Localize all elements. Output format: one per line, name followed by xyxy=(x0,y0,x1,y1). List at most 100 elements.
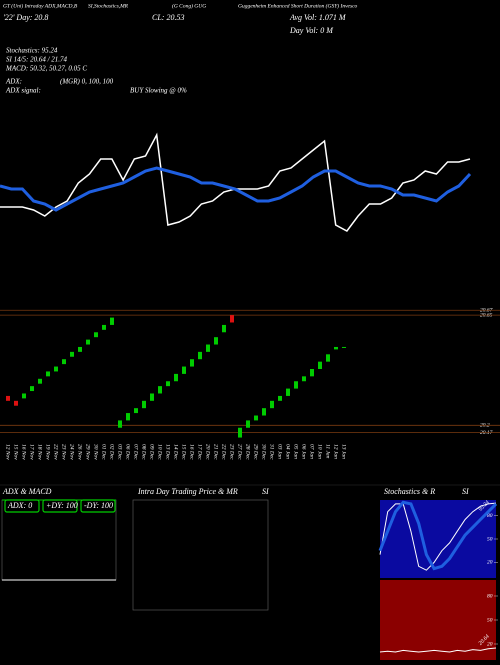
panel-background xyxy=(380,580,496,660)
candle-body xyxy=(230,315,234,323)
header-day: '22' Day: 20.8 xyxy=(3,13,48,22)
series-line xyxy=(379,647,497,653)
candle-body xyxy=(86,339,90,345)
x-tick-label: 17 Nov xyxy=(29,444,35,460)
candle-body xyxy=(310,369,314,377)
candle-body xyxy=(6,395,10,401)
x-tick-label: 03 Dec xyxy=(117,444,123,460)
x-tick-label: 23 Nov xyxy=(61,444,67,460)
panel-label: -DY: 100 xyxy=(84,501,113,510)
x-tick-label: 06 Jan xyxy=(301,444,307,459)
candle-body xyxy=(70,351,74,357)
panel-title: SI xyxy=(262,487,269,496)
x-tick-label: 14 Dec xyxy=(173,444,180,460)
header-line: (G Cong) GUG xyxy=(172,2,206,9)
x-tick-label: 29 Dec xyxy=(253,444,259,460)
x-tick-label: 16 Nov xyxy=(21,444,27,460)
series-line xyxy=(379,502,497,571)
header-line: Guggenheim Enhanced Short Duration (GSY)… xyxy=(238,2,358,9)
candle-body xyxy=(318,361,322,369)
candle-body xyxy=(22,393,26,399)
x-tick-label: 04 Jan xyxy=(285,444,292,459)
x-tick-label: 26 Nov xyxy=(77,444,83,460)
candle-body xyxy=(126,413,130,421)
panel-title: ADX & MACD xyxy=(2,487,52,496)
panel-label: +DY: 100 xyxy=(46,501,78,510)
y-tick-label: 20 xyxy=(487,641,493,647)
x-tick-label: 13 Jan xyxy=(341,444,347,459)
candle-body xyxy=(198,351,202,360)
x-tick-label: 02 Dec xyxy=(109,444,115,460)
x-tick-label: 01 Dec xyxy=(101,444,107,460)
x-tick-label: 19 Nov xyxy=(45,444,51,460)
series-line xyxy=(0,166,472,212)
candle-body xyxy=(190,359,194,367)
candle-body xyxy=(142,400,146,409)
x-tick-label: 03 Jan xyxy=(277,444,283,459)
candle-body xyxy=(134,408,138,414)
x-tick-label: 07 Dec xyxy=(133,444,139,460)
x-tick-label: 16 Dec xyxy=(189,444,195,460)
candle-body xyxy=(62,359,66,365)
panel-title: Intra Day Trading Price & MR xyxy=(137,487,238,496)
candle-body xyxy=(214,337,218,345)
series-line xyxy=(378,500,498,571)
candle-body xyxy=(294,381,298,389)
candle-body xyxy=(94,332,98,338)
candle-body xyxy=(78,346,82,352)
header-line: GT (Uni) Intraday ADX,MACD,B xyxy=(3,2,78,9)
candle-body xyxy=(158,386,162,394)
x-tick-label: 27 Dec xyxy=(237,444,243,460)
indicator: SI 14/5: 20.64 / 21.74 xyxy=(6,56,68,64)
x-tick-label: 29 Nov xyxy=(85,444,91,460)
x-tick-label: 11 Jan xyxy=(325,444,331,459)
indicator: ADX signal: xyxy=(5,87,41,95)
candle-body xyxy=(206,344,210,352)
x-tick-label: 07 Jan xyxy=(309,444,315,459)
x-tick-label: 10 Jan xyxy=(317,444,323,459)
candle-body xyxy=(118,420,122,428)
x-tick-label: 20 Dec xyxy=(205,444,211,460)
candle-body xyxy=(174,373,178,382)
x-tick-label: 18 Nov xyxy=(37,444,43,460)
panel-frame xyxy=(132,499,269,611)
candle-body xyxy=(102,324,106,330)
panel-title: Stochastics & R xyxy=(384,487,435,496)
indicator: ADX: xyxy=(5,78,22,86)
panel-label: ADX: 0 xyxy=(7,501,32,510)
candle-body xyxy=(278,395,282,401)
series-line xyxy=(0,132,471,232)
candle-body xyxy=(286,388,290,396)
x-tick-label: 24 Nov xyxy=(69,444,76,460)
y-tick-label: 80 xyxy=(487,593,493,599)
candle-body xyxy=(182,366,186,374)
candle-body xyxy=(166,381,170,387)
header-line: SI,Stochastics,MR xyxy=(88,3,129,9)
candle-body xyxy=(238,427,242,438)
x-tick-label: 05 Jan xyxy=(293,444,299,459)
candle-body xyxy=(38,378,42,384)
x-tick-label: 09 Dec xyxy=(149,444,155,460)
x-tick-label: 12 Nov xyxy=(5,444,11,460)
header-day-vol: Day Vol: 0 M xyxy=(289,26,334,35)
candle-body xyxy=(334,346,338,350)
panel-title: SI xyxy=(462,487,469,496)
candle-body xyxy=(150,393,154,401)
y-tick-label: 50 xyxy=(487,617,493,623)
candle-body xyxy=(110,317,114,325)
x-tick-label: 30 Nov xyxy=(93,443,99,460)
x-tick-label: 30 Dec xyxy=(261,443,267,460)
candle-body xyxy=(302,376,306,382)
indicator: MACD: 50.32, 50.27, 0.05 C xyxy=(5,65,87,73)
x-tick-label: 10 Dec xyxy=(157,444,163,460)
x-tick-label: 17 Dec xyxy=(197,444,203,460)
x-tick-label: 15 Nov xyxy=(13,444,19,460)
candle-body xyxy=(254,415,258,421)
indicator: (MGR) 0, 100, 100 xyxy=(60,78,114,86)
indicator: Stochastics: 95.24 xyxy=(6,47,58,55)
candle-body xyxy=(342,346,346,348)
candle-body xyxy=(54,366,58,372)
y-tick-label: 20 xyxy=(487,560,493,566)
